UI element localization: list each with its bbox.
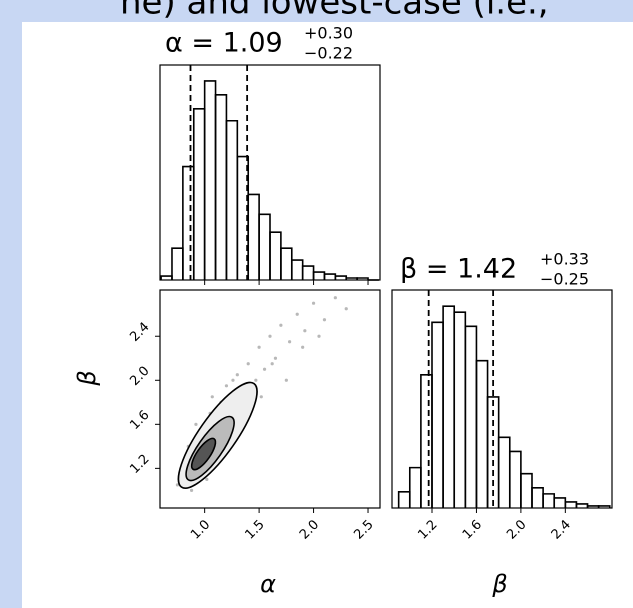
scatter-point [268, 334, 272, 338]
scatter-point [257, 345, 261, 349]
scatter-point [295, 312, 299, 316]
title-sup: +0.30 [304, 24, 353, 43]
scatter-point [288, 340, 292, 344]
scatter-point [333, 296, 337, 300]
scatter-point [301, 345, 305, 349]
axes-frame [391, 289, 613, 509]
scatter-point [189, 488, 194, 492]
scatter-point [284, 378, 288, 382]
scatter-point [246, 362, 250, 366]
scatter-point [224, 384, 229, 388]
header-fragment: ne) and lowest-case (i.e., [120, 0, 549, 23]
title-sub: −0.25 [540, 270, 589, 289]
scatter-point [259, 395, 263, 399]
panel-title: α = 1.09 [165, 28, 283, 59]
panel-title: β = 1.42 [400, 254, 517, 285]
scatter-point [303, 329, 307, 333]
scatter-point [270, 362, 274, 366]
scatter-point [311, 301, 316, 305]
scatter-point [254, 378, 258, 382]
title-sub: −0.22 [304, 44, 353, 63]
title-sup: +0.33 [540, 250, 589, 269]
x-axis-label: α [260, 570, 276, 598]
scatter-point [262, 367, 267, 371]
scatter-point [322, 318, 327, 322]
scatter-point [235, 373, 239, 377]
x-axis-label: β [491, 570, 507, 598]
scatter-point [175, 483, 180, 487]
contour [190, 437, 217, 471]
axes-frame [159, 289, 381, 509]
scatter-point [231, 378, 235, 382]
axes-frame [159, 64, 381, 281]
scatter-point [194, 422, 198, 426]
scatter-point [205, 477, 209, 481]
scatter-point [273, 356, 278, 360]
histogram-bin [356, 277, 369, 280]
scatter-point [344, 307, 348, 311]
scatter-point [279, 323, 283, 327]
scatter-point [317, 334, 321, 338]
histogram-bin [597, 505, 611, 508]
y-axis-label: β [73, 370, 101, 386]
scatter-point [210, 395, 214, 399]
figure-panel [22, 22, 633, 608]
